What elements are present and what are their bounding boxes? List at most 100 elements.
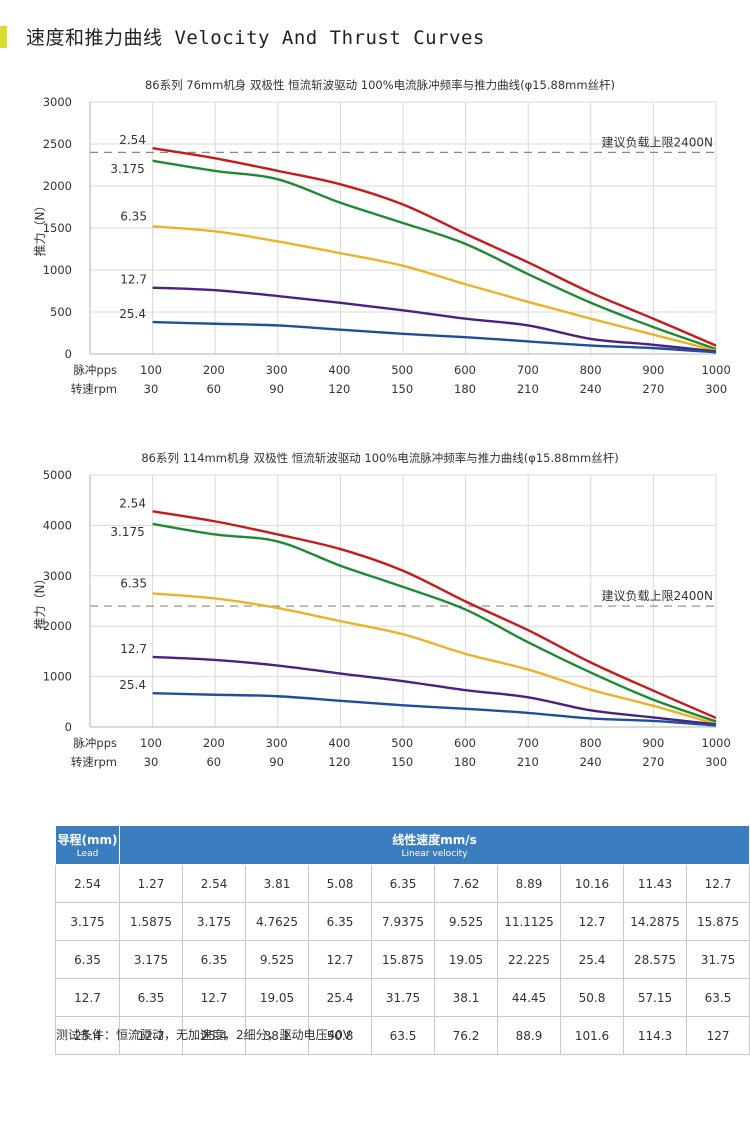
velocity-cell: 25.4 <box>182 1016 246 1055</box>
x-tick-label-pps: 200 <box>203 363 225 377</box>
x-tick-label-pps: 700 <box>517 736 539 750</box>
x-tick-label-rpm: 300 <box>705 755 727 769</box>
x-tick-label-pps: 100 <box>140 363 162 377</box>
series-label: 2.54 <box>119 133 146 147</box>
test-conditions-note: 测试条件：恒流驱动，无加速度，2细分，驱动电压40V <box>56 1028 352 1042</box>
velocity-cell: 15.875 <box>685 902 750 941</box>
table-row: 3.175 1.5875 3.175 4.7625 6.35 7.9375 9.525 11.… <box>55 902 750 941</box>
y-axis-label: 推力（N） <box>33 573 47 630</box>
velocity-cell: 7.9375 <box>371 902 435 941</box>
speed-header: 线性速度mm/s Linear velocity <box>118 825 750 865</box>
velocity-cell: 14.2875 <box>623 902 687 941</box>
chart-title: 86系列 114mm机身 双极性 恒流斩波驱动 100%电流脉冲频率与推力曲线(… <box>141 451 618 465</box>
table-header-row: 导程(mm) Lead 线性速度mm/s Linear velocity <box>55 825 750 865</box>
y-tick-label: 3000 <box>43 95 72 109</box>
velocity-cell: 5.08 <box>308 864 372 903</box>
velocity-cell: 7.62 <box>434 864 498 903</box>
x-tick-label-pps: 200 <box>203 736 225 750</box>
velocity-cell: 25.4 <box>308 978 372 1017</box>
x-tick-label-pps: 400 <box>328 736 350 750</box>
velocity-cell: 8.89 <box>497 864 561 903</box>
x-tick-label-rpm: 180 <box>454 755 476 769</box>
velocity-cell: 6.35 <box>371 864 435 903</box>
velocity-cell: 12.7 <box>560 902 624 941</box>
velocity-cell: 38.1 <box>434 978 498 1017</box>
lead-cell: 3.175 <box>55 902 120 941</box>
x-tick-label-rpm: 30 <box>144 382 159 396</box>
x-tick-label-rpm: 90 <box>269 755 284 769</box>
velocity-cell: 3.175 <box>182 902 246 941</box>
lead-cell: 2.54 <box>55 864 120 903</box>
chart-title: 86系列 76mm机身 双极性 恒流斩波驱动 100%电流脉冲频率与推力曲线(φ… <box>145 78 615 92</box>
series-line-6-35 <box>152 592 717 726</box>
x-tick-label-pps: 400 <box>328 363 350 377</box>
velocity-cell: 11.43 <box>623 864 687 903</box>
x-tick-label-rpm: 30 <box>144 755 159 769</box>
velocity-cell: 19.05 <box>245 978 309 1017</box>
section-header: 速度和推力曲线 Velocity And Thrust Curves <box>0 22 750 50</box>
velocity-cell: 31.75 <box>685 940 750 979</box>
y-axis-label: 推力（N） <box>33 200 47 257</box>
velocity-cell: 6.35 <box>308 902 372 941</box>
x-tick-label-rpm: 120 <box>328 755 350 769</box>
x-tick-label-pps: 1000 <box>702 363 731 377</box>
table-row: 6.35 3.175 6.35 9.525 12.7 15.875 19.05 22.225 2… <box>55 940 750 979</box>
y-tick-label: 500 <box>50 305 72 319</box>
velocity-cell: 19.05 <box>434 940 498 979</box>
y-tick-label: 1500 <box>43 221 72 235</box>
y-tick-label: 4000 <box>43 518 72 532</box>
y-tick-label: 0 <box>65 720 72 734</box>
y-tick-label: 0 <box>65 347 72 361</box>
load-limit-label: 建议负载上限2400N <box>601 135 713 149</box>
x-axis-label-rpm: 转速rpm <box>71 755 117 769</box>
velocity-cell: 11.1125 <box>497 902 561 941</box>
x-tick-label-rpm: 150 <box>391 755 413 769</box>
table-row: 2.54 1.27 2.54 3.81 5.08 6.35 7.62 8.89 10.16 11.… <box>55 864 750 903</box>
lead-header: 导程(mm) Lead <box>55 825 120 865</box>
x-tick-label-pps: 500 <box>391 736 413 750</box>
y-tick-label: 1000 <box>43 670 72 684</box>
x-tick-label-pps: 700 <box>517 363 539 377</box>
x-tick-label-pps: 300 <box>266 363 288 377</box>
velocity-cell: 50.8 <box>560 978 624 1017</box>
x-tick-label-rpm: 150 <box>391 382 413 396</box>
velocity-cell: 114.3 <box>623 1016 687 1055</box>
velocity-cell: 28.575 <box>623 940 687 979</box>
velocity-cell: 9.525 <box>434 902 498 941</box>
series-line-2-54 <box>152 510 717 720</box>
x-tick-label-rpm: 270 <box>642 382 664 396</box>
load-limit-label: 建议负载上限2400N <box>601 589 713 603</box>
series-line-12-7 <box>152 286 717 353</box>
velocity-cell: 3.81 <box>245 864 309 903</box>
y-tick-label: 2000 <box>43 179 72 193</box>
thrust-chart-76mm: 86系列 76mm机身 双极性 恒流斩波驱动 100%电流脉冲频率与推力曲线(φ… <box>33 78 731 396</box>
series-line-3-175 <box>152 159 717 351</box>
series-label: 6.35 <box>120 209 147 223</box>
velocity-cell: 57.15 <box>623 978 687 1017</box>
x-tick-label-pps: 100 <box>140 736 162 750</box>
series-label: 3.175 <box>110 162 144 176</box>
x-axis-label-pps: 脉冲pps <box>73 363 117 377</box>
x-tick-label-rpm: 210 <box>517 755 539 769</box>
x-tick-label-rpm: 120 <box>328 382 350 396</box>
linear-velocity-table: 导程(mm) Lead 线性速度mm/s Linear velocity 2.5… <box>55 825 750 1055</box>
series-label: 25.4 <box>119 307 146 321</box>
x-tick-label-rpm: 270 <box>642 755 664 769</box>
velocity-cell: 12.7 <box>308 940 372 979</box>
x-tick-label-rpm: 90 <box>269 382 284 396</box>
y-tick-label: 5000 <box>43 468 72 482</box>
table-row: 12.7 6.35 12.7 19.05 25.4 31.75 38.1 44.45 50.8 5… <box>55 978 750 1017</box>
y-tick-label: 2500 <box>43 137 72 151</box>
section-title: 速度和推力曲线 Velocity And Thrust Curves <box>26 27 485 49</box>
velocity-cell: 127 <box>685 1016 750 1055</box>
series-line-25-4 <box>152 320 717 354</box>
y-tick-label: 1000 <box>43 263 72 277</box>
x-tick-label-rpm: 240 <box>580 382 602 396</box>
velocity-cell: 101.6 <box>560 1016 624 1055</box>
series-line-25-4 <box>152 692 717 727</box>
velocity-cell: 12.7 <box>685 864 750 903</box>
accent-bar <box>0 26 7 48</box>
y-tick-label: 2000 <box>43 619 72 633</box>
velocity-cell: 1.5875 <box>119 902 183 941</box>
series-line-2-54 <box>152 147 717 347</box>
